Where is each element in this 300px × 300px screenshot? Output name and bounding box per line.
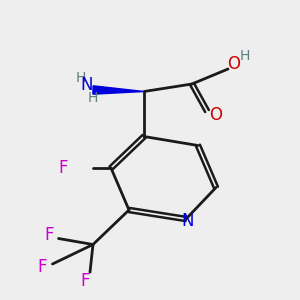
Text: H: H: [239, 50, 250, 63]
Polygon shape: [93, 86, 144, 94]
Text: H: H: [87, 91, 98, 104]
Text: O: O: [227, 55, 240, 73]
Text: H: H: [76, 71, 86, 85]
Text: F: F: [45, 226, 54, 244]
Text: N: N: [181, 212, 194, 230]
Text: F: F: [58, 159, 68, 177]
Text: F: F: [81, 272, 90, 290]
Text: F: F: [37, 258, 47, 276]
Text: N: N: [81, 76, 93, 94]
Text: O: O: [209, 106, 222, 124]
